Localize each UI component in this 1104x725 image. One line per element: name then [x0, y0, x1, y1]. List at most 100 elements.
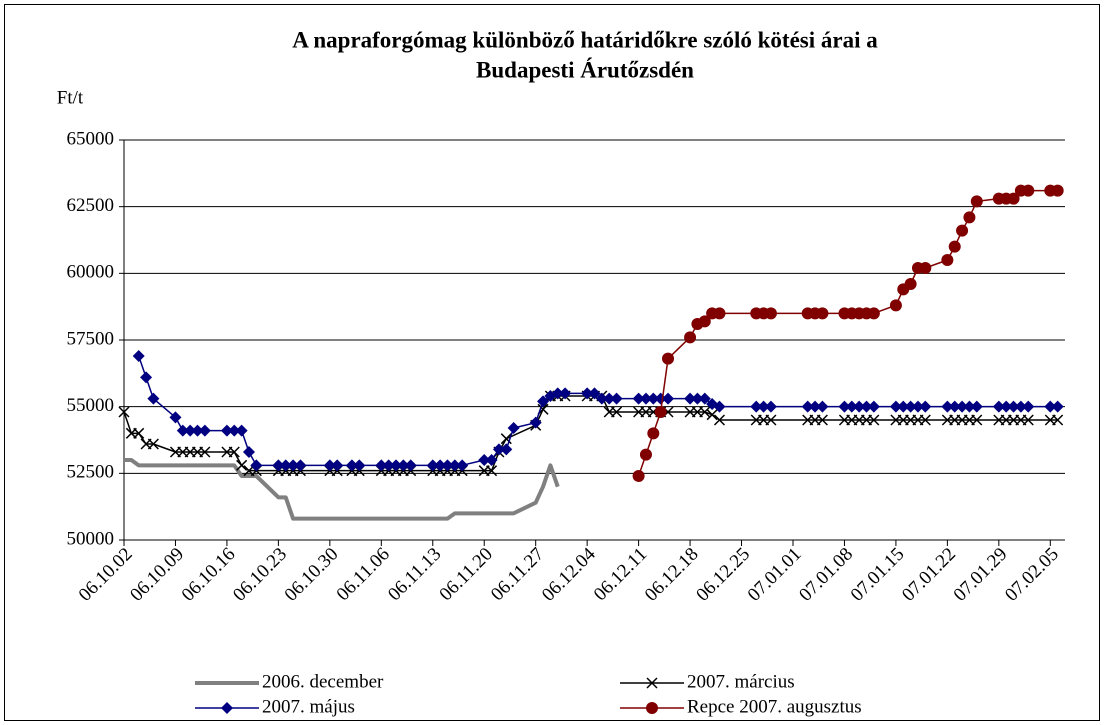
- y-axis-label: Ft/t: [57, 87, 84, 108]
- data-point: [390, 459, 403, 472]
- data-point: [970, 195, 983, 208]
- data-point: [220, 424, 233, 437]
- data-point: [809, 400, 822, 413]
- data-point: [345, 459, 358, 472]
- data-point: [654, 406, 667, 418]
- data-point: [382, 459, 395, 472]
- data-point: [1044, 400, 1057, 413]
- data-point: [889, 400, 902, 413]
- data-point: [507, 422, 520, 434]
- data-point: [331, 459, 344, 472]
- data-point: [118, 406, 130, 418]
- data-point: [816, 307, 829, 320]
- data-point: [647, 427, 660, 440]
- data-point: [250, 459, 263, 472]
- data-point: [963, 400, 976, 413]
- data-point: [919, 414, 931, 426]
- chart-title: Budapesti Árutőzsdén: [476, 57, 694, 82]
- data-point: [647, 392, 660, 405]
- data-point: [1051, 184, 1064, 197]
- data-point: [639, 392, 652, 405]
- data-point: [941, 254, 954, 266]
- data-point: [140, 371, 153, 384]
- data-point: [228, 446, 240, 458]
- data-point: [353, 459, 366, 472]
- data-point: [684, 331, 697, 344]
- data-point: [133, 427, 145, 439]
- legend-label: 2006. december: [262, 671, 384, 692]
- data-point: [757, 400, 770, 413]
- data-point: [853, 400, 866, 413]
- data-point: [691, 392, 704, 405]
- data-point: [632, 470, 645, 482]
- data-point: [441, 459, 454, 472]
- data-point: [698, 315, 711, 328]
- data-point: [478, 454, 491, 466]
- data-point: [897, 400, 910, 413]
- data-point: [456, 459, 469, 472]
- data-point: [147, 438, 159, 450]
- data-point: [184, 424, 197, 437]
- legend-marker: [646, 677, 658, 689]
- data-point: [287, 459, 300, 472]
- data-point: [1007, 400, 1020, 413]
- data-point: [698, 392, 711, 405]
- data-point: [801, 400, 814, 413]
- data-point: [765, 414, 777, 426]
- data-point: [147, 392, 160, 405]
- data-point: [279, 459, 292, 472]
- data-point: [706, 409, 718, 421]
- data-point: [713, 400, 726, 413]
- data-point: [176, 424, 189, 437]
- data-point: [1000, 400, 1013, 413]
- legend-label: 2007. május: [262, 696, 355, 717]
- data-point: [992, 400, 1005, 413]
- y-tick-label: 57500: [67, 328, 115, 349]
- data-point: [662, 392, 675, 405]
- legend-marker: [221, 702, 233, 714]
- series-line: [124, 458, 560, 521]
- data-point: [956, 224, 969, 237]
- data-point: [860, 400, 873, 413]
- data-point: [816, 400, 829, 413]
- data-point: [529, 416, 542, 429]
- data-point: [662, 352, 675, 365]
- data-point: [764, 400, 777, 413]
- data-point: [588, 387, 601, 400]
- data-point: [1022, 400, 1035, 413]
- data-point: [551, 387, 564, 400]
- data-point: [1022, 414, 1034, 426]
- data-point: [867, 400, 880, 413]
- data-point: [948, 240, 961, 253]
- data-point: [1014, 400, 1027, 413]
- y-tick-label: 50000: [67, 528, 115, 549]
- data-point: [404, 459, 417, 472]
- data-point: [235, 424, 248, 437]
- data-point: [713, 307, 726, 320]
- chart-frame: [4, 4, 1100, 721]
- data-point: [1007, 192, 1020, 205]
- data-point: [1022, 184, 1035, 197]
- data-point: [537, 395, 550, 408]
- data-point: [236, 459, 248, 471]
- data-point: [867, 307, 880, 320]
- data-point: [919, 400, 932, 413]
- data-point: [956, 400, 969, 413]
- data-point: [611, 406, 623, 418]
- data-point: [492, 443, 505, 456]
- data-point: [639, 448, 652, 461]
- data-point: [581, 387, 594, 400]
- y-tick-label: 62500: [67, 195, 115, 216]
- data-point: [294, 459, 307, 472]
- data-point: [242, 446, 255, 458]
- data-point: [948, 400, 961, 413]
- data-point: [559, 387, 572, 400]
- data-point: [199, 446, 211, 458]
- data-point: [911, 400, 924, 413]
- data-point: [500, 443, 513, 456]
- data-point: [323, 459, 336, 472]
- data-point: [595, 392, 608, 405]
- data-point: [713, 414, 726, 426]
